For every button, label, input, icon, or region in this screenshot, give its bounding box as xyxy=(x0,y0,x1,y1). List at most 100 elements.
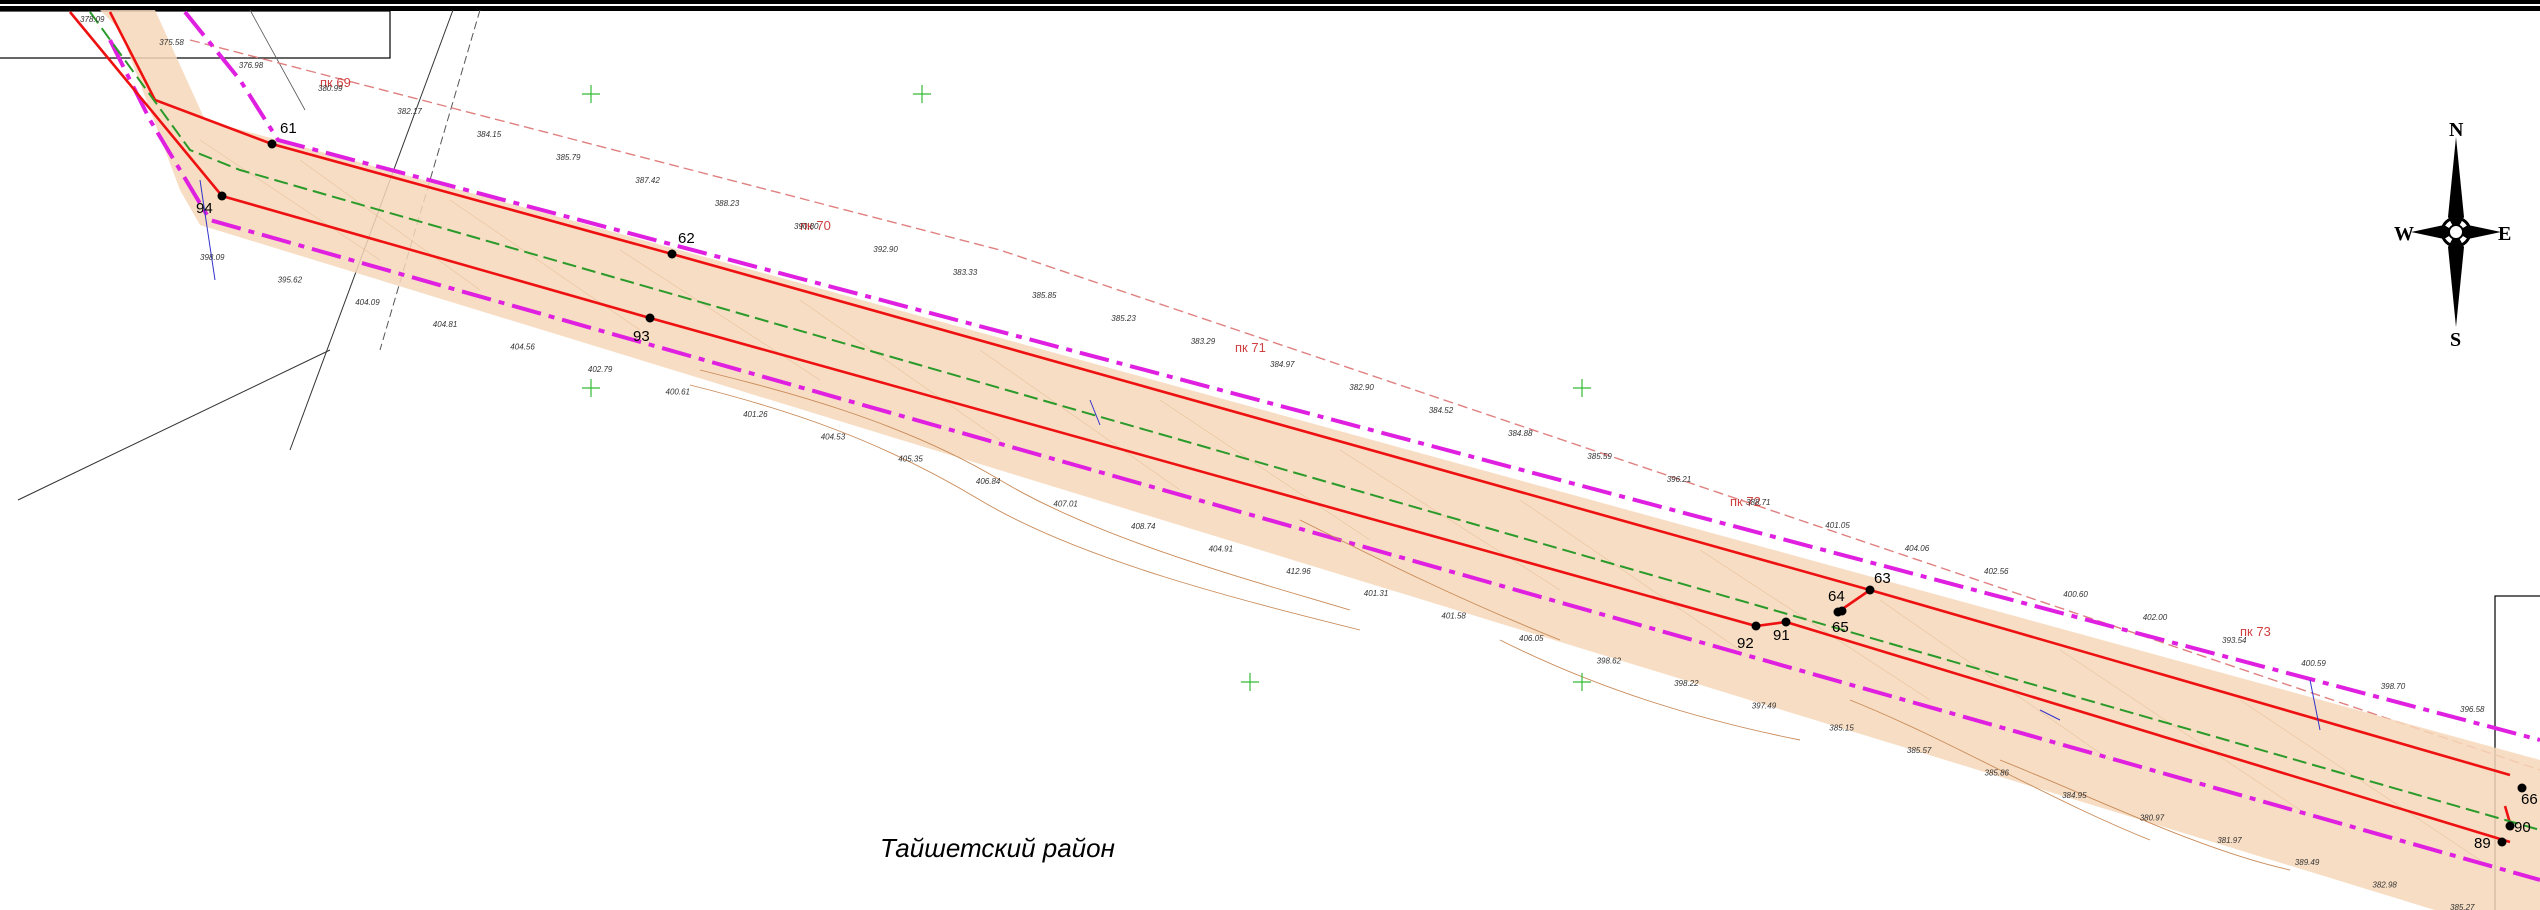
elevation-mark: 385.15 xyxy=(1829,724,1854,733)
point-93-marker xyxy=(645,313,655,323)
compass-e-label: E xyxy=(2498,223,2511,245)
elevation-mark: 404.81 xyxy=(433,320,457,329)
elevation-mark: 388.71 xyxy=(1746,498,1770,507)
right-of-way-upper xyxy=(183,10,2540,742)
elevation-mark: 384.15 xyxy=(477,130,502,139)
point-89-marker xyxy=(2497,837,2507,847)
compass-west-arrow xyxy=(2411,225,2456,239)
elevation-mark: 396.58 xyxy=(2460,705,2485,714)
compass-east-arrow xyxy=(2456,225,2501,239)
elevation-mark: 389.49 xyxy=(2295,858,2320,867)
elevation-mark: 376.98 xyxy=(239,61,264,70)
elevation-mark: 385.59 xyxy=(1587,452,1612,461)
point-63-label: 63 xyxy=(1874,570,1891,587)
point-94-marker xyxy=(217,191,227,201)
picket-70: пк 70 xyxy=(800,218,831,233)
point-62-label: 62 xyxy=(678,230,695,247)
elevation-mark: 382.90 xyxy=(1349,383,1374,392)
elevation-mark: 375.58 xyxy=(159,38,184,47)
elevation-mark: 383.29 xyxy=(1191,337,1216,346)
point-91-label: 91 xyxy=(1773,627,1790,644)
elevation-mark: 406.84 xyxy=(976,477,1001,486)
point-91-marker xyxy=(1781,617,1791,627)
road-line-4 xyxy=(249,9,306,111)
corridor-hatching xyxy=(199,139,2481,861)
compass-south-arrow xyxy=(2448,232,2464,327)
point-93-label: 93 xyxy=(633,328,650,345)
allotment-lower-edge xyxy=(68,11,2511,844)
elevation-mark: 385.79 xyxy=(556,153,581,162)
elevation-mark: 380.97 xyxy=(2140,813,2165,822)
elevation-mark: 401.31 xyxy=(1364,589,1388,598)
elevation-mark: 400.60 xyxy=(2063,590,2088,599)
elevation-mark: 382.98 xyxy=(2372,881,2397,890)
elevation-mark: 404.91 xyxy=(1209,544,1233,553)
elevation-mark: 385.86 xyxy=(1985,769,2010,778)
picket-73: пк 73 xyxy=(2240,624,2271,639)
picket-69: пк 69 xyxy=(320,75,351,90)
elevation-marks: 378.09 375.58 376.98 380.99 382.17 384.15 385.… xyxy=(80,15,2485,910)
elevation-mark: 398.22 xyxy=(1674,679,1699,688)
elevation-mark: 404.09 xyxy=(355,298,380,307)
elevation-mark: 384.52 xyxy=(1429,406,1454,415)
grid-crosses xyxy=(582,85,1591,691)
point-61-marker xyxy=(267,139,277,149)
elevation-mark: 397.49 xyxy=(1752,701,1777,710)
elevation-mark: 384.97 xyxy=(1270,360,1295,369)
elevation-mark: 380.99 xyxy=(318,84,343,93)
elevation-mark: 388.23 xyxy=(715,199,740,208)
point-62-marker xyxy=(667,249,677,259)
elevation-mark: 398.70 xyxy=(2381,682,2406,691)
point-94-label: 94 xyxy=(196,200,213,217)
elevation-mark: 390.80 xyxy=(794,222,819,231)
survey-points xyxy=(217,139,2527,847)
frame-top-gap xyxy=(0,4,2540,6)
elevation-mark: 398.62 xyxy=(1597,656,1622,665)
point-64-label: 64 xyxy=(1828,588,1845,605)
elevation-mark: 408.74 xyxy=(1131,522,1156,531)
elevation-mark: 404.06 xyxy=(1905,544,1930,553)
elevation-mark: 412.96 xyxy=(1286,567,1311,576)
point-90-marker xyxy=(2505,821,2515,831)
elevation-mark: 392.90 xyxy=(873,245,898,254)
compass-s-label: S xyxy=(2450,329,2461,351)
compass-center xyxy=(2448,224,2464,240)
road-line-2 xyxy=(379,9,481,351)
elevation-mark: 396.21 xyxy=(1667,475,1691,484)
elevation-mark: 385.85 xyxy=(1032,291,1057,300)
elevation-mark: 402.56 xyxy=(1984,567,2009,576)
point-61-label: 61 xyxy=(280,120,297,137)
elevation-mark: 400.61 xyxy=(666,388,690,397)
elevation-mark: 407.01 xyxy=(1053,500,1077,509)
elevation-mark: 405.35 xyxy=(898,455,923,464)
point-66-marker xyxy=(2517,783,2527,793)
elevation-mark: 404.53 xyxy=(821,432,846,441)
elevation-mark: 378.09 xyxy=(80,15,105,24)
point-66-label: 66 xyxy=(2521,791,2538,808)
boundary-line xyxy=(189,39,2540,771)
point-63-marker xyxy=(1865,585,1875,595)
compass-north-arrow xyxy=(2448,137,2464,232)
elevation-mark: 401.58 xyxy=(1441,612,1466,621)
survey-markers xyxy=(199,179,2321,731)
elevation-mark: 385.27 xyxy=(2450,903,2475,910)
compass-ring xyxy=(2440,216,2472,248)
right-of-way-lower xyxy=(108,39,2540,882)
elevation-mark: 401.05 xyxy=(1825,521,1850,530)
corridor-band xyxy=(100,10,2540,910)
elevation-mark: 401.26 xyxy=(743,410,768,419)
point-92-label: 92 xyxy=(1737,635,1754,652)
elevation-mark: 406.05 xyxy=(1519,634,1544,643)
compass-w-label: W xyxy=(2394,223,2414,245)
compass-rose: N S W E xyxy=(2394,119,2511,351)
elevation-mark: 398.09 xyxy=(200,253,225,262)
elevation-mark: 384.95 xyxy=(2062,791,2087,800)
picket-71: пк 71 xyxy=(1235,340,1266,355)
allotment-upper-edge xyxy=(108,11,2511,777)
point-65-label: 65 xyxy=(1832,619,1849,636)
compass-n-label: N xyxy=(2449,119,2464,141)
point-90-label: 90 xyxy=(2514,819,2531,836)
contour-lines xyxy=(689,369,2291,871)
title-box-fragment xyxy=(0,10,391,59)
